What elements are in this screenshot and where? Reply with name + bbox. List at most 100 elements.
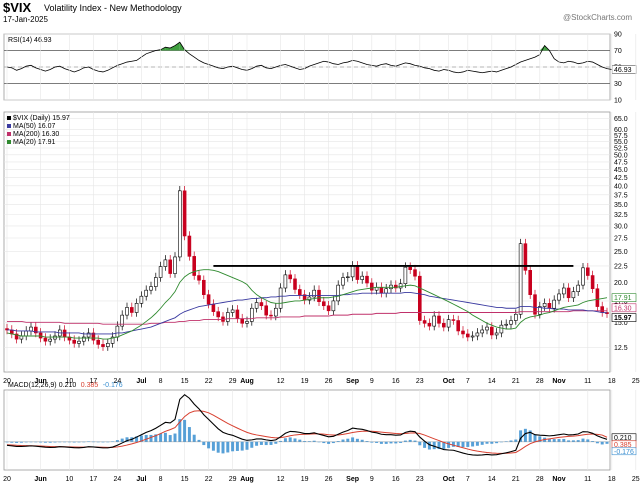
price-tick-label: 20.0 [614, 280, 628, 287]
macd-histogram-bar [379, 441, 383, 444]
macd-histogram-bar [490, 441, 494, 444]
macd-histogram-bar [303, 441, 307, 442]
macd-histogram-bar [144, 434, 148, 442]
price-legend-entry: MA(20) 17.91 [13, 139, 56, 146]
macd-last-value-label: 0.210 [614, 435, 632, 442]
x-axis-label-bottom: 19 [301, 476, 309, 483]
price-candle [197, 275, 201, 281]
price-candle [581, 267, 585, 286]
macd-histogram-bar [331, 441, 335, 444]
price-tick-label: 52.5 [614, 146, 628, 153]
price-candle [216, 311, 220, 318]
macd-histogram-bar [581, 438, 585, 442]
price-candle [446, 319, 451, 328]
macd-histogram-bar [274, 441, 278, 444]
price-candle [470, 335, 475, 338]
macd-histogram-bar [360, 439, 364, 442]
macd-histogram-bar [173, 433, 177, 442]
macd-histogram-bar [154, 434, 158, 442]
x-axis-label: 8 [159, 378, 163, 385]
x-axis-label-bottom: Nov [552, 476, 565, 483]
macd-histogram-bar [216, 441, 220, 453]
price-last-value-box [611, 303, 637, 313]
macd-histogram-bar [317, 441, 321, 443]
macd-histogram-bar [571, 440, 575, 442]
price-candle [29, 326, 33, 332]
x-axis-label-bottom: 29 [229, 476, 237, 483]
macd-histogram-bar [394, 441, 398, 444]
price-candle [86, 332, 91, 338]
price-tick-label: 15.0 [614, 320, 628, 327]
macd-histogram-bar [451, 441, 455, 447]
x-axis-label: Nov [552, 378, 565, 385]
macd-histogram-bar [327, 441, 331, 444]
rsi-tick-label: 90 [614, 32, 622, 39]
x-axis-label: Sep [346, 378, 359, 385]
macd-histogram-bar [63, 441, 67, 443]
price-candle [139, 295, 144, 304]
rsi-overbought-fill [539, 45, 545, 51]
macd-histogram-bar [447, 441, 451, 448]
ma200-line [7, 310, 607, 325]
macd-histogram-bar [461, 441, 465, 448]
price-candle [427, 322, 432, 327]
x-axis-label-bottom: 14 [488, 476, 496, 483]
price-candle [461, 330, 465, 335]
price-candle [130, 307, 134, 313]
price-candle [293, 278, 297, 290]
x-axis-label-bottom: 26 [325, 476, 333, 483]
price-candle [509, 320, 513, 325]
price-tick-label: 45.0 [614, 167, 628, 174]
price-candle [19, 335, 24, 340]
price-candle [168, 259, 172, 274]
price-candle [398, 283, 403, 289]
macd-histogram-bar [370, 441, 374, 443]
x-axis-label-bottom: 18 [608, 476, 616, 483]
price-candle [235, 309, 240, 319]
price-candle [211, 303, 216, 312]
x-axis-label: 22 [205, 378, 213, 385]
macd-histogram-bar [475, 441, 479, 446]
macd-histogram-bar [586, 439, 590, 442]
macd-histogram-bar [456, 441, 460, 447]
price-tick-label: 35.0 [614, 202, 628, 209]
macd-histogram-bar [53, 441, 57, 443]
price-last-value-box [611, 313, 637, 322]
x-axis-label: 14 [488, 378, 496, 385]
x-axis-label: 7 [466, 378, 470, 385]
price-candle [158, 266, 163, 278]
macd-histogram-bar [255, 441, 259, 446]
x-axis-label-bottom: 20 [3, 476, 11, 483]
macd-histogram-bar [211, 441, 215, 451]
stockcharts-credit: @StockCharts.com [562, 13, 632, 22]
macd-histogram-bar [91, 441, 95, 443]
price-candle [182, 190, 187, 237]
price-candle [274, 307, 278, 317]
macd-histogram-bar [183, 419, 187, 442]
macd-histogram-bar [279, 440, 283, 442]
macd-histogram-bar [202, 441, 206, 446]
price-candle [38, 332, 43, 339]
price-legend-swatch [7, 116, 11, 120]
price-candle [278, 287, 283, 309]
macd-histogram-bar [423, 441, 427, 448]
price-tick-label: 30.0 [614, 223, 628, 230]
price-candle [120, 314, 124, 327]
macd-histogram-bar [591, 441, 595, 442]
rsi-last-value-label: 46.93 [614, 67, 632, 74]
price-tick-label: 65.0 [614, 116, 628, 123]
x-axis-label: 11 [584, 378, 591, 385]
price-tick-label: 47.5 [614, 159, 628, 166]
macd-histogram-bar [432, 441, 436, 450]
price-candle [547, 303, 552, 309]
macd-histogram-bar [187, 427, 191, 442]
price-candle [82, 336, 86, 342]
macd-histogram-bar [384, 441, 388, 444]
macd-histogram-bar [341, 439, 345, 442]
macd-histogram-bar [19, 441, 23, 443]
price-candle [523, 243, 528, 271]
price-candle [202, 279, 206, 295]
price-candle [317, 289, 321, 303]
price-last-value-label: 16.30 [614, 305, 632, 312]
